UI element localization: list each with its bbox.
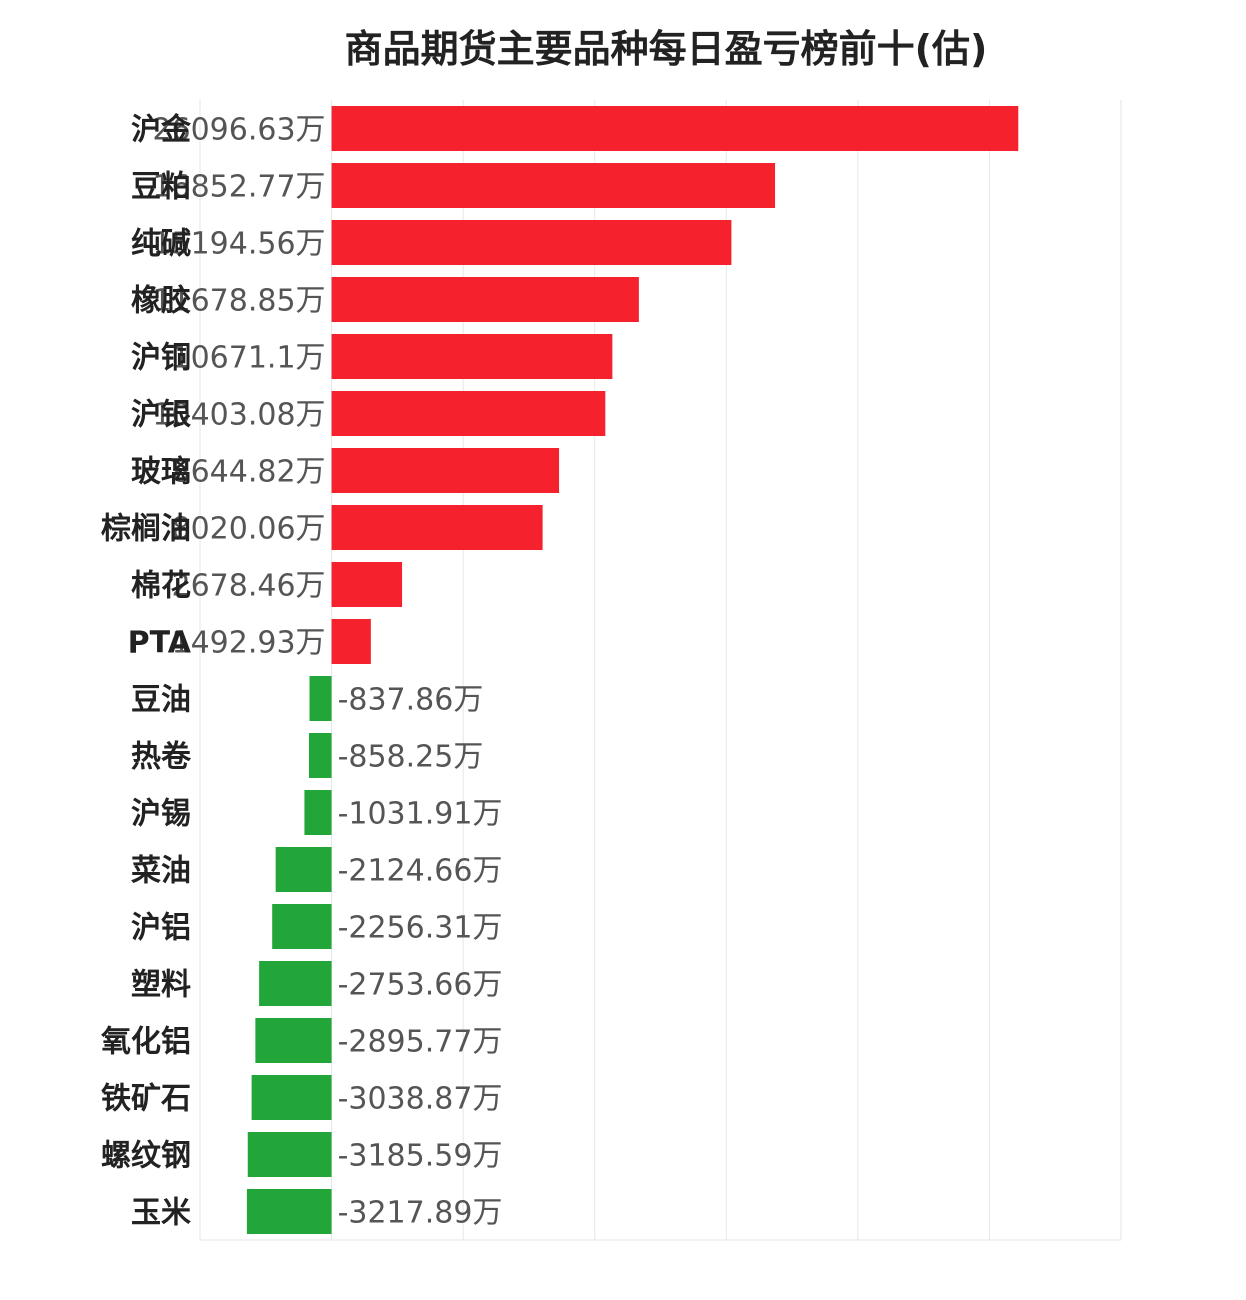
data-label: 10403.08万 bbox=[152, 398, 325, 433]
bar bbox=[331, 448, 560, 493]
category-label: 氧化铝 bbox=[101, 1025, 191, 1060]
category-label: 沪铝 bbox=[131, 911, 191, 946]
data-label: -837.86万 bbox=[338, 683, 484, 718]
category-label: 玉米 bbox=[131, 1196, 191, 1231]
category-label: 螺纹钢 bbox=[101, 1139, 191, 1174]
category-label: 塑料 bbox=[131, 968, 191, 1003]
data-label: 26096.63万 bbox=[152, 113, 325, 148]
bar bbox=[331, 277, 639, 322]
data-label: 1492.93万 bbox=[172, 626, 326, 661]
data-label: -2895.77万 bbox=[338, 1025, 503, 1060]
category-label: 豆油 bbox=[131, 683, 191, 718]
bar bbox=[259, 961, 332, 1006]
data-label: -3217.89万 bbox=[338, 1196, 503, 1231]
category-label: 棉花 bbox=[131, 569, 191, 604]
data-label: -2256.31万 bbox=[338, 911, 503, 946]
category-label: 热卷 bbox=[131, 740, 192, 775]
category-label: 豆粕 bbox=[131, 170, 191, 205]
gridlines bbox=[199, 100, 1122, 1241]
category-label: 橡胶 bbox=[131, 284, 191, 319]
data-label: 2678.46万 bbox=[172, 569, 326, 604]
bar bbox=[331, 334, 613, 379]
data-label: -3038.87万 bbox=[338, 1082, 503, 1117]
data-label: -1031.91万 bbox=[338, 797, 503, 832]
bar bbox=[331, 562, 403, 607]
bar bbox=[272, 904, 332, 949]
data-label: 10671.1万 bbox=[172, 341, 326, 376]
category-label: 玻璃 bbox=[131, 455, 191, 490]
category-label: 菜油 bbox=[131, 854, 191, 889]
data-label: 8644.82万 bbox=[172, 455, 326, 490]
bar bbox=[255, 1018, 332, 1063]
bar bbox=[251, 1075, 332, 1120]
bar bbox=[275, 847, 332, 892]
category-label: 铁矿石 bbox=[101, 1082, 191, 1117]
category-label: 沪银 bbox=[131, 398, 191, 433]
bar bbox=[331, 391, 606, 436]
category-label: PTA bbox=[128, 626, 192, 661]
category-label: 沪金 bbox=[131, 113, 192, 148]
value-labels: 26096.63万 16852.77万 15194.56万 11678.85万 1067… bbox=[152, 113, 502, 1231]
data-label: 15194.56万 bbox=[152, 227, 325, 262]
data-label: 16852.77万 bbox=[152, 170, 325, 205]
bar bbox=[331, 619, 371, 664]
data-label: -858.25万 bbox=[338, 740, 484, 775]
bar bbox=[308, 733, 332, 778]
chart-title: 商品期货主要品种每日盈亏榜前十(估) bbox=[345, 27, 988, 71]
category-label: 棕榈油 bbox=[101, 512, 191, 547]
data-label: -2753.66万 bbox=[338, 968, 503, 1003]
category-label: 纯碱 bbox=[131, 227, 191, 262]
category-label: 沪铜 bbox=[131, 341, 191, 376]
bar bbox=[331, 505, 543, 550]
bar bbox=[246, 1189, 332, 1234]
bar bbox=[331, 163, 776, 208]
data-label: -2124.66万 bbox=[338, 854, 503, 889]
category-label: 沪锡 bbox=[131, 797, 191, 832]
bars bbox=[246, 106, 1019, 1234]
bar bbox=[331, 106, 1019, 151]
bar bbox=[331, 220, 732, 265]
data-label: 8020.06万 bbox=[172, 512, 326, 547]
data-label: 11678.85万 bbox=[152, 284, 325, 319]
bar bbox=[309, 676, 332, 721]
data-label: -3185.59万 bbox=[338, 1139, 503, 1174]
bar bbox=[304, 790, 332, 835]
bar bbox=[247, 1132, 332, 1177]
